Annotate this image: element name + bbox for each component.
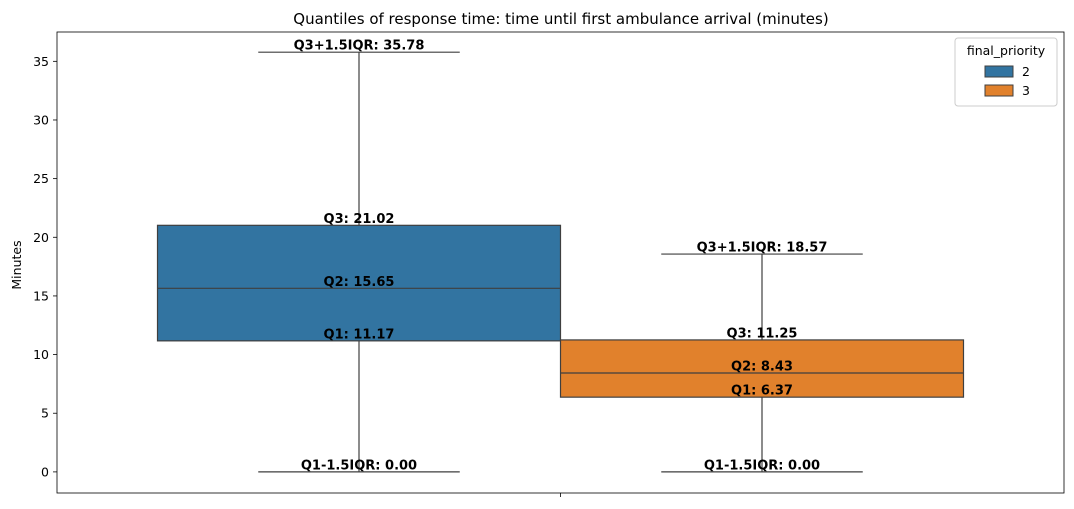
box-group-2: Q3+1.5IQR: 35.78 Q3: 21.02 Q2: 15.65 Q1: 11… bbox=[156, 39, 562, 473]
y-tick-label: 35 bbox=[33, 54, 49, 69]
annotation-q3: Q3: 11.25 bbox=[727, 326, 798, 341]
annotation-whisker-high: Q3+1.5IQR: 18.57 bbox=[697, 241, 828, 256]
y-axis-label: Minutes bbox=[9, 240, 24, 289]
annotation-whisker-low: Q1-1.5IQR: 0.00 bbox=[301, 458, 417, 473]
legend: final_priority 2 3 bbox=[954, 37, 1058, 107]
y-tick-label: 20 bbox=[33, 230, 49, 245]
annotation-q1: Q1: 6.37 bbox=[731, 384, 793, 399]
y-tick-label: 30 bbox=[33, 112, 49, 127]
chart-title: Quantiles of response time: time until f… bbox=[293, 10, 828, 28]
box-group-3: Q3+1.5IQR: 18.57 Q3: 11.25 Q2: 8.43 Q1: 6.3… bbox=[559, 241, 965, 473]
y-tick-label: 10 bbox=[33, 347, 49, 362]
y-tick-label: 25 bbox=[33, 171, 49, 186]
annotation-q2: Q2: 15.65 bbox=[324, 275, 395, 290]
box-iqr bbox=[559, 339, 965, 398]
y-tick-label: 0 bbox=[41, 464, 49, 479]
annotation-q2: Q2: 8.43 bbox=[731, 359, 793, 374]
annotation-whisker-low: Q1-1.5IQR: 0.00 bbox=[704, 458, 820, 473]
y-tick-label: 15 bbox=[33, 288, 49, 303]
annotation-whisker-high: Q3+1.5IQR: 35.78 bbox=[294, 39, 425, 54]
legend-title: final_priority bbox=[967, 43, 1046, 58]
legend-label-2: 2 bbox=[1022, 64, 1030, 79]
legend-swatch-2 bbox=[984, 65, 1014, 78]
y-tick-label: 5 bbox=[41, 406, 49, 421]
legend-swatch-3 bbox=[984, 84, 1014, 97]
annotation-q3: Q3: 21.02 bbox=[324, 212, 395, 227]
annotation-q1: Q1: 11.17 bbox=[324, 327, 395, 342]
box-iqr bbox=[156, 224, 562, 342]
legend-label-3: 3 bbox=[1022, 83, 1030, 98]
